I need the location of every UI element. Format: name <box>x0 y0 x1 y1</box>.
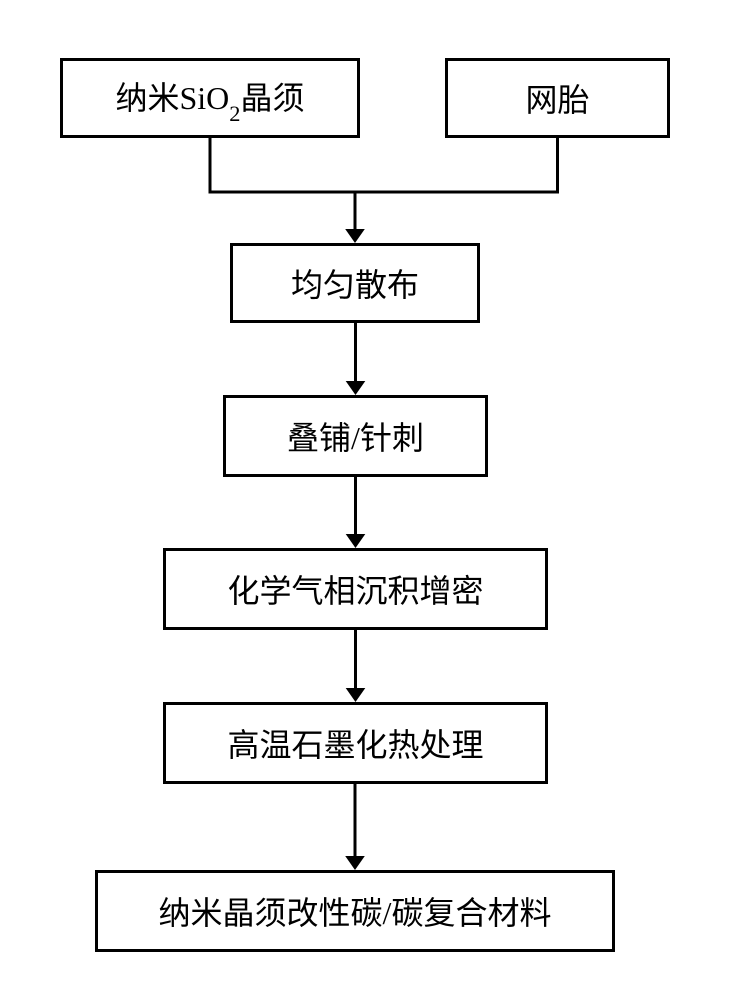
node-step4-label: 高温石墨化热处理 <box>227 720 483 766</box>
node-input-left-label: 纳米SiO2晶须 <box>115 73 304 122</box>
node-input-right: 网胎 <box>445 58 670 138</box>
node-step1: 均匀散布 <box>230 243 480 323</box>
flow-connectors <box>0 0 747 1000</box>
node-input-right-label: 网胎 <box>525 75 589 121</box>
node-step2-label: 叠铺/针刺 <box>287 413 424 459</box>
node-step1-label: 均匀散布 <box>291 260 419 306</box>
node-step2: 叠铺/针刺 <box>223 395 488 477</box>
node-output-label: 纳米晶须改性碳/碳复合材料 <box>159 888 552 934</box>
node-step3: 化学气相沉积增密 <box>163 548 548 630</box>
node-step4: 高温石墨化热处理 <box>163 702 548 784</box>
node-input-left: 纳米SiO2晶须 <box>60 58 360 138</box>
node-step3-label: 化学气相沉积增密 <box>227 566 483 612</box>
node-output: 纳米晶须改性碳/碳复合材料 <box>95 870 615 952</box>
